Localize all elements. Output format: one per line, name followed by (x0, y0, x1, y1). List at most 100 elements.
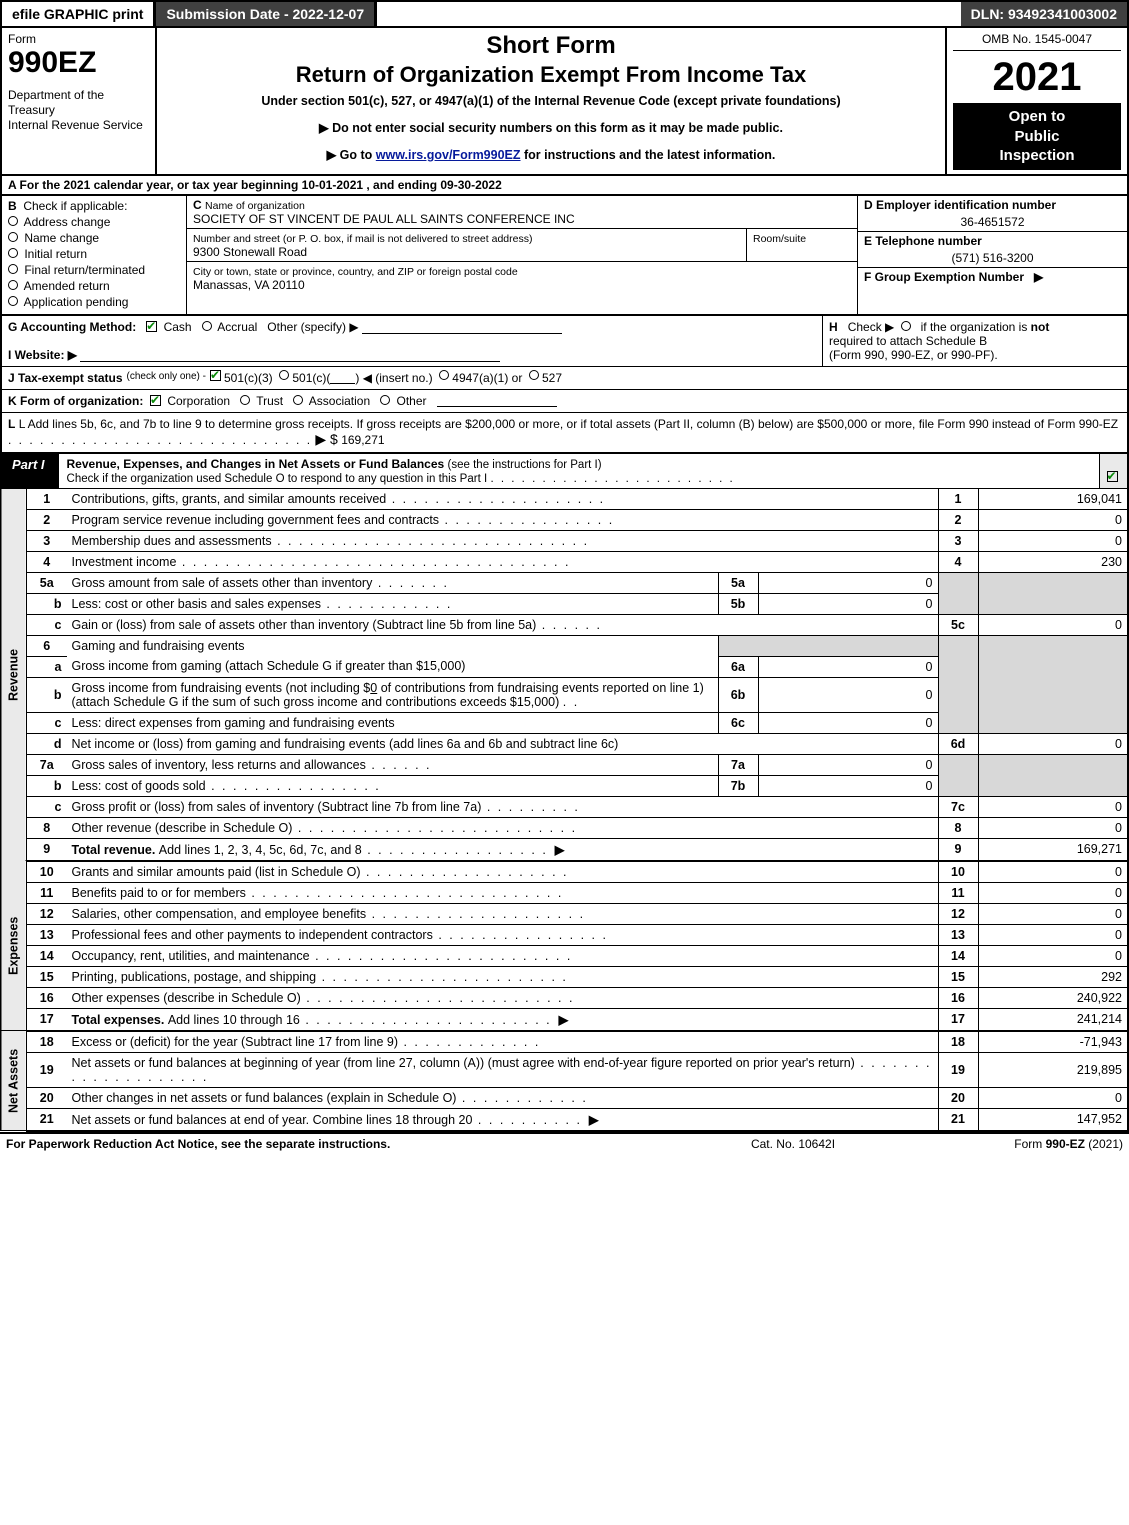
l14-val: 0 (978, 945, 1128, 966)
part1-title-sub: (see the instructions for Part I) (448, 459, 602, 471)
l15-no: 15 (27, 966, 67, 987)
org-name: SOCIETY OF ST VINCENT DE PAUL ALL SAINTS… (193, 212, 575, 226)
l6c-no: c (27, 712, 67, 733)
b-label-5: Application pending (24, 295, 129, 309)
l6-grey2 (758, 635, 938, 656)
j-label: J Tax-exempt status (8, 371, 123, 385)
l21-val: 147,952 (978, 1108, 1128, 1131)
i-website-label: I Website: ▶ (8, 348, 77, 362)
l18-no: 18 (27, 1031, 67, 1053)
netassets-rotated-label: Net Assets (1, 1031, 27, 1131)
k-checkbox-1[interactable] (240, 395, 250, 405)
l6c-subcol: 6c (718, 712, 758, 733)
b-checkbox-0[interactable] (8, 216, 18, 226)
inspect-line1: Open to (1009, 108, 1066, 125)
l5ab-greycol (938, 572, 978, 614)
cash-checkbox[interactable] (146, 321, 157, 332)
l6-grey1 (718, 635, 758, 656)
l6-text: Gaming and fundraising events (72, 639, 245, 653)
k-checkbox-0[interactable] (150, 395, 161, 406)
inspect-line3: Inspection (999, 147, 1074, 164)
j-opt3: 4947(a)(1) or (452, 371, 522, 385)
l6a-subval: 0 (758, 656, 938, 677)
street-address: 9300 Stonewall Road (193, 245, 307, 259)
other-specify-blank[interactable] (362, 321, 562, 334)
irs-link[interactable]: www.irs.gov/Form990EZ (376, 148, 521, 162)
l7b-subcol: 7b (718, 775, 758, 796)
row-h: H Check ▶ if the organization is not req… (822, 316, 1127, 366)
b-checkbox-3[interactable] (8, 264, 18, 274)
k-opt-2: Association (309, 394, 370, 408)
website-blank[interactable] (80, 349, 500, 362)
h-letter: H (829, 320, 838, 334)
l2-no: 2 (27, 509, 67, 530)
short-form-title: Short Form (167, 32, 935, 60)
l6b-text: Gross income from fundraising events (no… (67, 677, 719, 712)
b-label-3: Final return/terminated (24, 263, 145, 277)
b-item-0: Address change (8, 215, 180, 229)
l4-col: 4 (938, 551, 978, 572)
l20-text: Other changes in net assets or fund bala… (72, 1091, 457, 1105)
l7c-text: Gross profit or (loss) from sales of inv… (72, 800, 482, 814)
l4-val: 230 (978, 551, 1128, 572)
l7a-text: Gross sales of inventory, less returns a… (72, 758, 366, 772)
b-checkbox-1[interactable] (8, 232, 18, 242)
l18-text: Excess or (deficit) for the year (Subtra… (72, 1035, 399, 1049)
l5c-val: 0 (978, 614, 1128, 635)
b-checkbox-5[interactable] (8, 296, 18, 306)
city-label: City or town, state or province, country… (193, 266, 518, 278)
part1-title: Revenue, Expenses, and Changes in Net As… (59, 454, 1099, 488)
l14-col: 14 (938, 945, 978, 966)
form-header: Form 990EZ Department of the Treasury In… (0, 28, 1129, 176)
schedule-o-check-cell (1099, 454, 1127, 488)
b-label-1: Name change (24, 231, 99, 245)
l2-col: 2 (938, 509, 978, 530)
l5a-text: Gross amount from sale of assets other t… (72, 576, 373, 590)
accrual-checkbox[interactable] (202, 321, 212, 331)
k-opt-0: Corporation (167, 394, 230, 408)
h-checkbox[interactable] (901, 321, 911, 331)
k-checkbox-2[interactable] (293, 395, 303, 405)
part1-table: Revenue 1 Contributions, gifts, grants, … (0, 489, 1129, 1132)
k-opt-3: Other (397, 394, 427, 408)
l11-val: 0 (978, 882, 1128, 903)
j-501c-checkbox[interactable] (279, 370, 289, 380)
footer-right: Form 990-EZ (2021) (923, 1137, 1123, 1151)
l20-col: 20 (938, 1087, 978, 1108)
b-label-2: Initial return (24, 247, 87, 261)
efile-print-button[interactable]: efile GRAPHIC print (2, 2, 156, 26)
l16-col: 16 (938, 987, 978, 1008)
c-letter: C (193, 198, 202, 212)
j-4947-checkbox[interactable] (439, 370, 449, 380)
b-checkbox-2[interactable] (8, 248, 18, 258)
cash-label: Cash (164, 320, 192, 334)
l15-val: 292 (978, 966, 1128, 987)
l14-no: 14 (27, 945, 67, 966)
l6abc-greycol (938, 635, 978, 733)
j-501c3-checkbox[interactable] (210, 370, 221, 381)
department-label: Department of the Treasury Internal Reve… (8, 88, 149, 133)
k-checkbox-3[interactable] (380, 395, 390, 405)
k-other-blank[interactable] (437, 394, 557, 407)
l7ab-greycol (938, 754, 978, 796)
l19-col: 19 (938, 1052, 978, 1087)
b-checkbox-4[interactable] (8, 280, 18, 290)
l6a-subcol: 6a (718, 656, 758, 677)
l10-val: 0 (978, 861, 1128, 883)
accrual-label: Accrual (217, 320, 257, 334)
b-item-3: Final return/terminated (8, 263, 180, 277)
l13-val: 0 (978, 924, 1128, 945)
l9-text-bold: Total revenue. (72, 843, 159, 857)
submission-date-button[interactable]: Submission Date - 2022-12-07 (156, 2, 377, 26)
goto-post: for instructions and the latest informat… (521, 148, 776, 162)
c-name-label: Name of organization (205, 200, 305, 212)
schedule-o-checkbox[interactable] (1107, 471, 1118, 482)
j-insert-no-blank[interactable] (330, 371, 355, 384)
j-527-checkbox[interactable] (529, 370, 539, 380)
b-label-0: Address change (24, 215, 111, 229)
l9-val: 169,271 (978, 838, 1128, 861)
l-text: L Add lines 5b, 6c, and 7b to line 9 to … (19, 417, 1118, 431)
l16-val: 240,922 (978, 987, 1128, 1008)
l7c-col: 7c (938, 796, 978, 817)
k-label: K Form of organization: (8, 394, 143, 408)
